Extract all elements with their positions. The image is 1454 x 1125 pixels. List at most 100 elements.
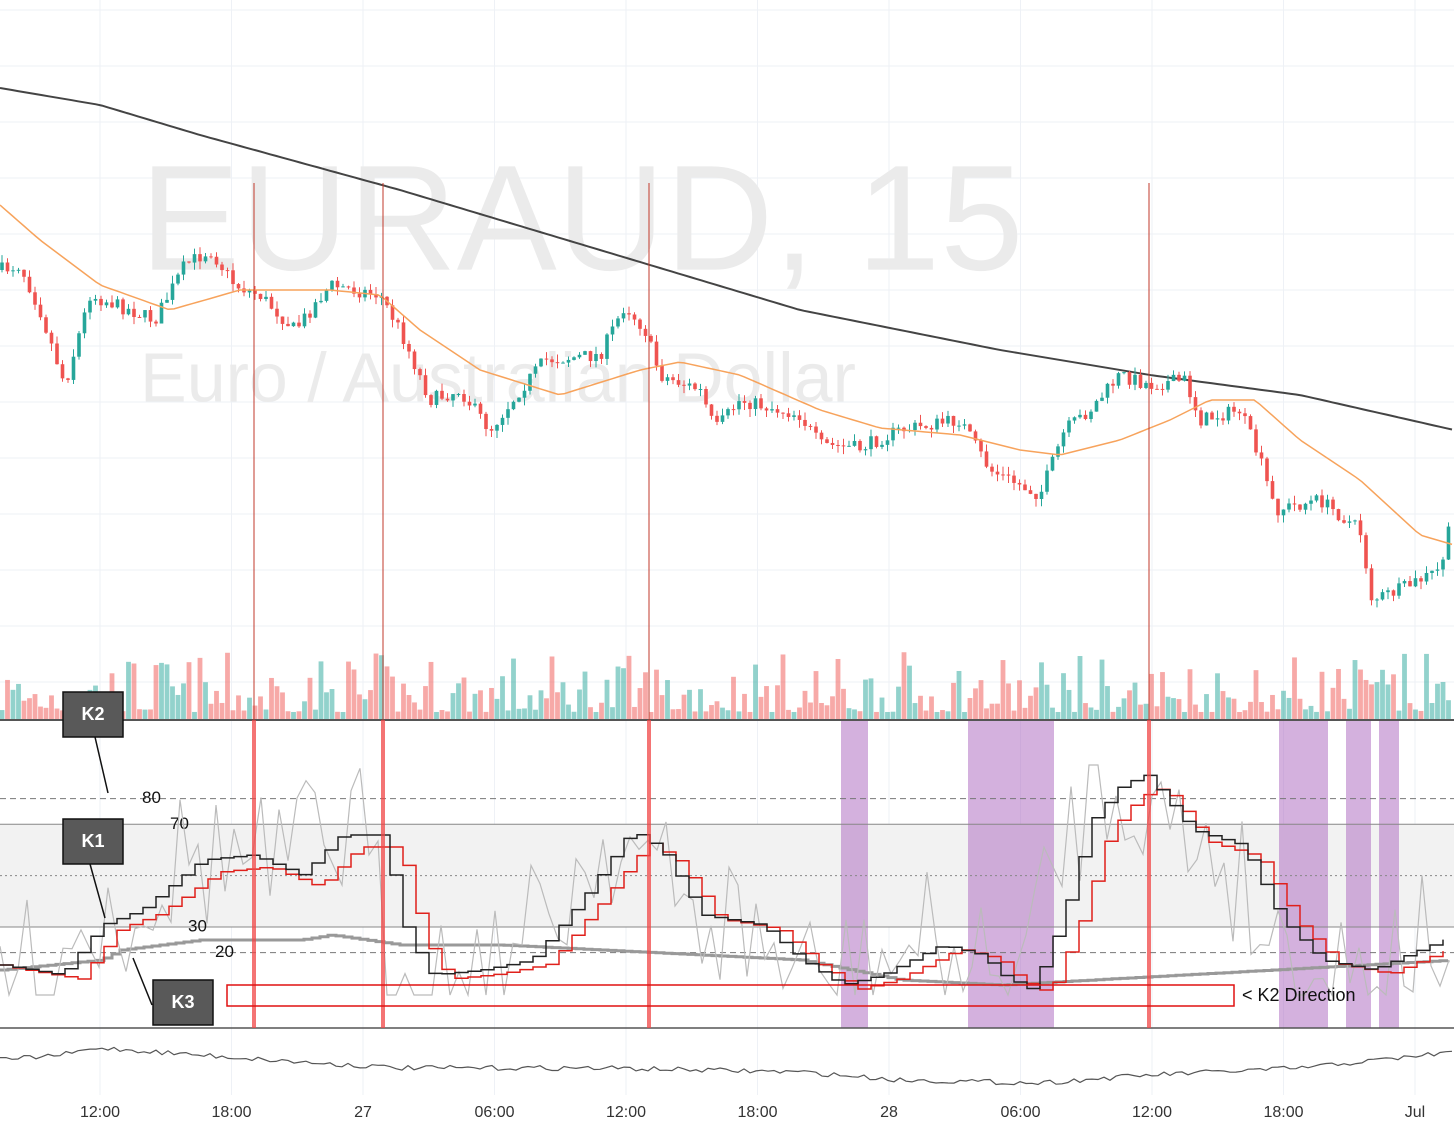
volume-bar	[835, 658, 841, 720]
volume-bar	[1385, 684, 1391, 720]
candle-body	[649, 335, 653, 342]
volume-bar	[159, 662, 164, 720]
volume-bar	[247, 697, 252, 720]
volume-bar	[555, 692, 560, 720]
volume-bar	[571, 711, 577, 720]
candle-body	[1248, 416, 1253, 430]
watermark-symbol: EURAUD, 15	[140, 134, 1024, 302]
volume-bar	[1391, 674, 1396, 720]
candle-body	[1177, 374, 1181, 381]
volume-bar	[318, 661, 324, 720]
volume-bar	[824, 705, 830, 720]
annotation-box	[62, 818, 124, 865]
volume-bar	[1374, 682, 1380, 720]
candle-body	[121, 299, 125, 315]
volume-bar	[1215, 673, 1220, 720]
candle-body	[478, 403, 483, 414]
candle-body	[407, 343, 411, 352]
volume-bar	[885, 711, 890, 720]
volume-bar	[615, 666, 621, 720]
volume-bar	[54, 708, 60, 720]
candle-body	[1089, 411, 1093, 420]
volume-bar	[813, 671, 819, 720]
candle-body	[896, 427, 901, 429]
candle-body	[555, 362, 560, 364]
volume-bar	[21, 700, 27, 720]
volume-bar	[709, 705, 714, 720]
bottom-indicator	[0, 1046, 1453, 1086]
candle-body	[357, 293, 362, 298]
volume-bar	[1325, 711, 1330, 720]
volume-bar	[0, 710, 5, 720]
candle-body	[1171, 374, 1176, 382]
volume-bar	[775, 685, 780, 720]
volume-bar	[43, 707, 49, 720]
volume-bar	[940, 710, 945, 720]
candle-body	[544, 358, 549, 360]
volume-bar	[379, 655, 384, 720]
candle-body	[1380, 592, 1385, 600]
candle-body	[792, 415, 796, 417]
annotation-label: K3	[171, 992, 194, 1012]
candle-body	[253, 290, 257, 294]
candle-body	[1298, 504, 1302, 510]
volume-bar	[659, 695, 665, 720]
volume-bar	[423, 686, 428, 720]
candle-body	[693, 383, 697, 390]
candle-body	[836, 444, 840, 446]
leader-line	[89, 863, 106, 919]
candle-body	[1127, 372, 1132, 385]
volume-bar	[1193, 704, 1198, 720]
candle-body	[715, 415, 719, 422]
volume-bar	[1110, 711, 1116, 720]
volume-bar	[1083, 703, 1088, 720]
volume-bar	[929, 696, 934, 720]
volume-bar	[1088, 707, 1094, 720]
x-axis-label: 12:00	[1132, 1104, 1172, 1121]
candle-body	[924, 426, 928, 428]
candle-body	[1138, 374, 1143, 388]
candle-body	[1006, 474, 1011, 476]
volume-bar	[186, 662, 192, 720]
volume-bar	[1072, 711, 1077, 720]
volume-bar	[533, 709, 538, 720]
candle-body	[1342, 520, 1346, 523]
candle-body	[451, 394, 455, 401]
candle-body	[506, 409, 510, 418]
volume-bar	[1017, 680, 1022, 720]
candle-body	[1226, 406, 1231, 421]
volume-bar	[192, 711, 197, 720]
candle-body	[885, 440, 890, 445]
volume-bar	[5, 679, 10, 720]
candle-body	[280, 316, 285, 324]
candle-body	[632, 314, 637, 320]
volume-bar	[736, 711, 742, 720]
candle-body	[874, 436, 879, 447]
candle-body	[401, 322, 406, 344]
volume-bar	[148, 709, 153, 720]
volume-bar	[1138, 704, 1143, 720]
candle-body	[324, 289, 329, 301]
volume-bar	[692, 711, 698, 720]
candle-body	[0, 262, 4, 270]
candle-body	[440, 390, 444, 399]
volume-bar	[703, 711, 709, 720]
volume-bar	[654, 669, 659, 720]
candle-body	[66, 378, 70, 380]
candle-body	[1116, 373, 1121, 386]
candle-body	[1221, 418, 1225, 421]
candle-body	[599, 353, 604, 359]
x-axis-label: 06:00	[1000, 1104, 1040, 1121]
candle-body	[264, 296, 268, 300]
candle-body	[621, 313, 626, 319]
candle-body	[181, 261, 186, 275]
volume-bar	[582, 671, 588, 720]
volume-bar	[648, 711, 654, 720]
candle-body	[786, 413, 791, 417]
candle-body	[1254, 429, 1258, 453]
highlight-zone	[1346, 720, 1371, 1028]
candle-body	[726, 409, 730, 416]
candle-body	[1386, 590, 1390, 593]
volume-bar	[27, 698, 32, 720]
candle-body	[462, 394, 466, 402]
